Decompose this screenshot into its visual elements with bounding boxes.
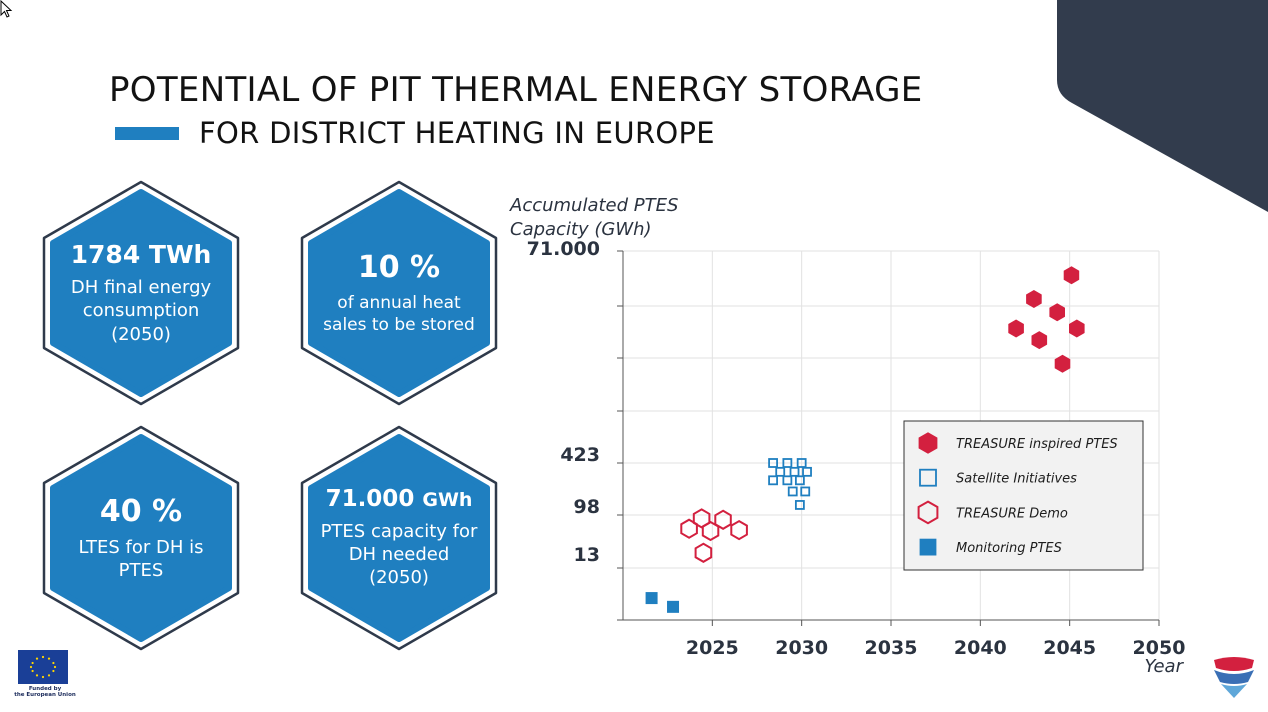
kpi-hexagon-ptes-capacity: 71.000 GWh PTES capacity for DH needed (…: [300, 425, 498, 651]
legend-label: Monitoring PTES: [956, 541, 1062, 556]
kpi-label: of annual heat sales to be stored: [323, 292, 475, 335]
kpi-label: LTES for DH is PTES: [78, 536, 204, 581]
legend-marker: [917, 500, 939, 525]
kpi-value-unit: GWh: [422, 489, 473, 512]
y-tick-label: 71.000: [527, 238, 600, 260]
kpi-value: 10 %: [357, 249, 441, 285]
chart-axes: 2025 2030 2035 2040 2045 2050 13 98 423 71.000 Yea…: [527, 238, 1186, 677]
legend-box: [903, 420, 1144, 571]
data-point: [782, 475, 793, 486]
x-tick-label: 2045: [1043, 637, 1096, 659]
data-point: [1069, 319, 1085, 338]
y-axis-label-line1: Accumulated PTES: [509, 195, 678, 216]
kpi-hexagon-annual-heat: 10 % of annual heat sales to be stored: [300, 180, 498, 406]
page-title-line2: FOR DISTRICT HEATING IN EUROPE: [199, 116, 715, 150]
data-point: [667, 600, 680, 613]
legend-label: TREASURE inspired PTES: [956, 437, 1118, 452]
hexagon-shape: [42, 425, 240, 651]
kpi-label: DH final energy consumption (2050): [70, 276, 212, 345]
eu-flag-logo: [18, 650, 68, 684]
x-axis-label: Year: [1144, 656, 1184, 677]
page-title-line1: POTENTIAL OF PIT THERMAL ENERGY STORAGE: [109, 70, 923, 110]
legend-label: Satellite Initiatives: [956, 472, 1077, 487]
kpi-label: PTES capacity for DH needed (2050): [320, 520, 478, 589]
data-point: [782, 458, 793, 468]
data-point: [800, 486, 811, 497]
data-point: [775, 466, 786, 477]
kpi-value: 40 %: [99, 493, 183, 529]
page-title-line2-row: FOR DISTRICT HEATING IN EUROPE: [115, 116, 715, 150]
ptes-capacity-chart: 2025 2030 2035 2040 2045 2050 13 98 423 71.000 Yea…: [509, 195, 1186, 677]
kpi-hexagon-dh-consumption: 1784 TWh DH final energy consumption (20…: [42, 180, 240, 406]
data-point: [1063, 266, 1080, 285]
data-point: [796, 458, 807, 468]
eu-caption-line1: Funded by: [28, 686, 62, 692]
treasure-logo-icon: [1214, 657, 1254, 698]
hexagon-shape: [300, 180, 498, 406]
legend-label: TREASURE Demo: [956, 506, 1068, 521]
data-point: [1031, 331, 1048, 350]
chart-marks: [645, 266, 1085, 613]
x-tick-label: 2050: [1133, 637, 1186, 659]
legend-marker: [919, 468, 937, 487]
y-tick-label: 98: [574, 496, 600, 518]
title-accent-bar: [115, 126, 179, 140]
data-point: [1054, 354, 1071, 373]
data-point: [1026, 290, 1042, 308]
data-point: [794, 475, 805, 486]
eu-caption-line2: the European Union: [14, 692, 76, 699]
eu-funding-caption: Funded by the European Union: [14, 686, 76, 699]
data-point: [1008, 319, 1024, 338]
legend-marker: [918, 432, 938, 454]
data-point: [768, 458, 778, 468]
data-point: [714, 509, 732, 530]
y-tick-label: 423: [560, 444, 600, 466]
legend-marker: [919, 538, 937, 556]
data-point: [787, 486, 798, 497]
y-tick-label: 13: [574, 544, 600, 566]
hexagon-shape: [42, 180, 240, 406]
kpi-value-number: 71.000: [325, 486, 415, 513]
kpi-hexagon-ltes-share: 40 % LTES for DH is PTES: [42, 425, 240, 651]
x-tick-label: 2030: [775, 637, 828, 659]
kpi-value: 71.000 GWh: [326, 486, 473, 514]
data-point: [789, 466, 800, 477]
data-point: [645, 592, 658, 605]
data-point: [730, 519, 748, 541]
x-tick-label: 2035: [865, 637, 918, 659]
data-point: [794, 500, 805, 510]
data-point: [680, 518, 698, 539]
chart-legend: TREASURE inspired PTES Satellite Initiati…: [903, 420, 1144, 571]
kpi-value: 1784 TWh: [70, 239, 212, 269]
mouse-cursor-icon: [0, 0, 13, 18]
data-point: [768, 475, 778, 486]
y-axis-label-line2: Capacity (GWh): [510, 219, 652, 240]
data-point: [802, 466, 812, 477]
hexagon-shape: [300, 425, 498, 651]
data-point: [1049, 303, 1065, 322]
data-point: [694, 542, 713, 563]
x-tick-label: 2040: [954, 637, 1007, 659]
data-point: [692, 508, 711, 529]
x-tick-label: 2025: [686, 637, 739, 659]
data-point: [701, 520, 720, 542]
